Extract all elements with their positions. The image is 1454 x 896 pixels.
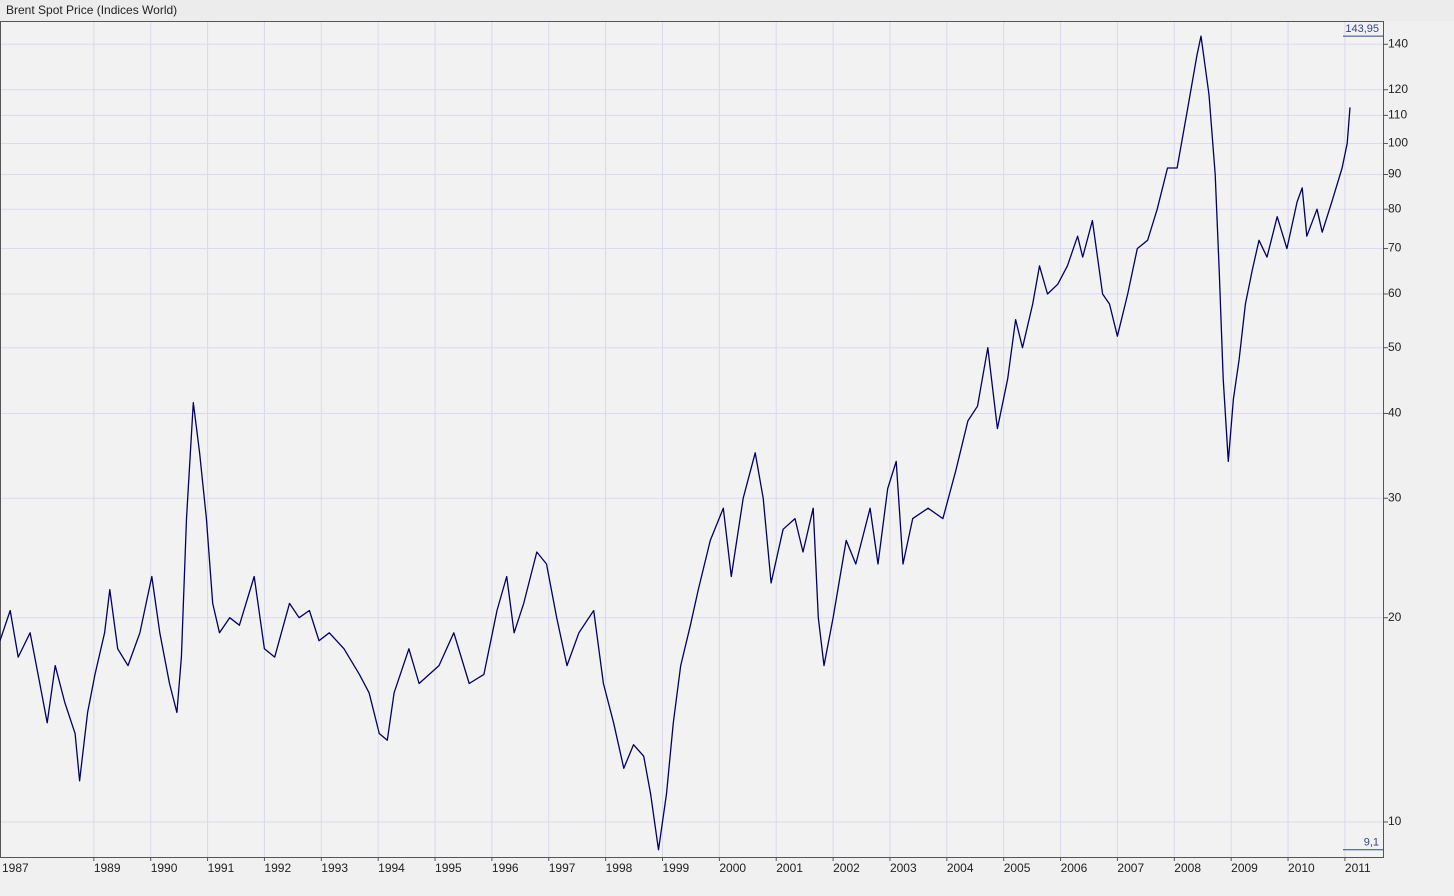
title-bar: [0, 0, 1454, 21]
x-tick-label: 2008: [1174, 861, 1201, 875]
x-tick-label: 1997: [549, 861, 576, 875]
y-tick-label: 80: [1388, 201, 1402, 215]
x-tick-label: 1990: [151, 861, 178, 875]
x-tick-label: 1989: [94, 861, 121, 875]
price-line: [0, 35, 1351, 851]
x-tick-label: 2011: [1345, 861, 1371, 875]
y-tick-label: 20: [1388, 610, 1402, 624]
y-tick-label: 120: [1388, 82, 1408, 96]
y-tick-label: 40: [1388, 406, 1402, 420]
min-label: 9,1: [1364, 837, 1379, 849]
x-tick-label: 1995: [435, 861, 462, 875]
x-tick-label: 1998: [606, 861, 633, 875]
plot-area: [0, 21, 1384, 858]
x-tick-label: 1993: [321, 861, 348, 875]
y-tick-label: 70: [1388, 241, 1402, 255]
x-tick-label: 2000: [719, 861, 746, 875]
x-tick-label: 2003: [890, 861, 917, 875]
y-tick-label: 10: [1388, 814, 1402, 828]
y-tick-label: 100: [1388, 136, 1408, 150]
x-tick-label: 2004: [947, 861, 974, 875]
x-tick-label: 1996: [492, 861, 519, 875]
max-label: 143,95: [1345, 23, 1379, 35]
y-tick-label: 140: [1388, 36, 1408, 50]
x-tick-label: 1999: [662, 861, 689, 875]
y-tick-label: 60: [1388, 286, 1402, 300]
x-tick-label: 2005: [1004, 861, 1031, 875]
x-tick-label: 2009: [1231, 861, 1258, 875]
y-tick-label: 30: [1388, 490, 1402, 504]
y-tick-label: 50: [1388, 340, 1402, 354]
x-tick-label: 1994: [378, 861, 405, 875]
x-tick-label: 2006: [1061, 861, 1088, 875]
chart-title: Brent Spot Price (Indices World): [6, 3, 177, 17]
y-tick-label: 110: [1388, 108, 1407, 122]
x-tick-label: 1987: [2, 861, 29, 875]
x-tick-label: 1992: [264, 861, 291, 875]
x-tick-label: 1991: [208, 861, 235, 875]
x-tick-label: 2001: [776, 861, 803, 875]
y-tick-label: 90: [1388, 167, 1402, 181]
x-tick-label: 2002: [833, 861, 860, 875]
x-tick-label: 2010: [1288, 861, 1315, 875]
x-tick-label: 2007: [1117, 861, 1144, 875]
